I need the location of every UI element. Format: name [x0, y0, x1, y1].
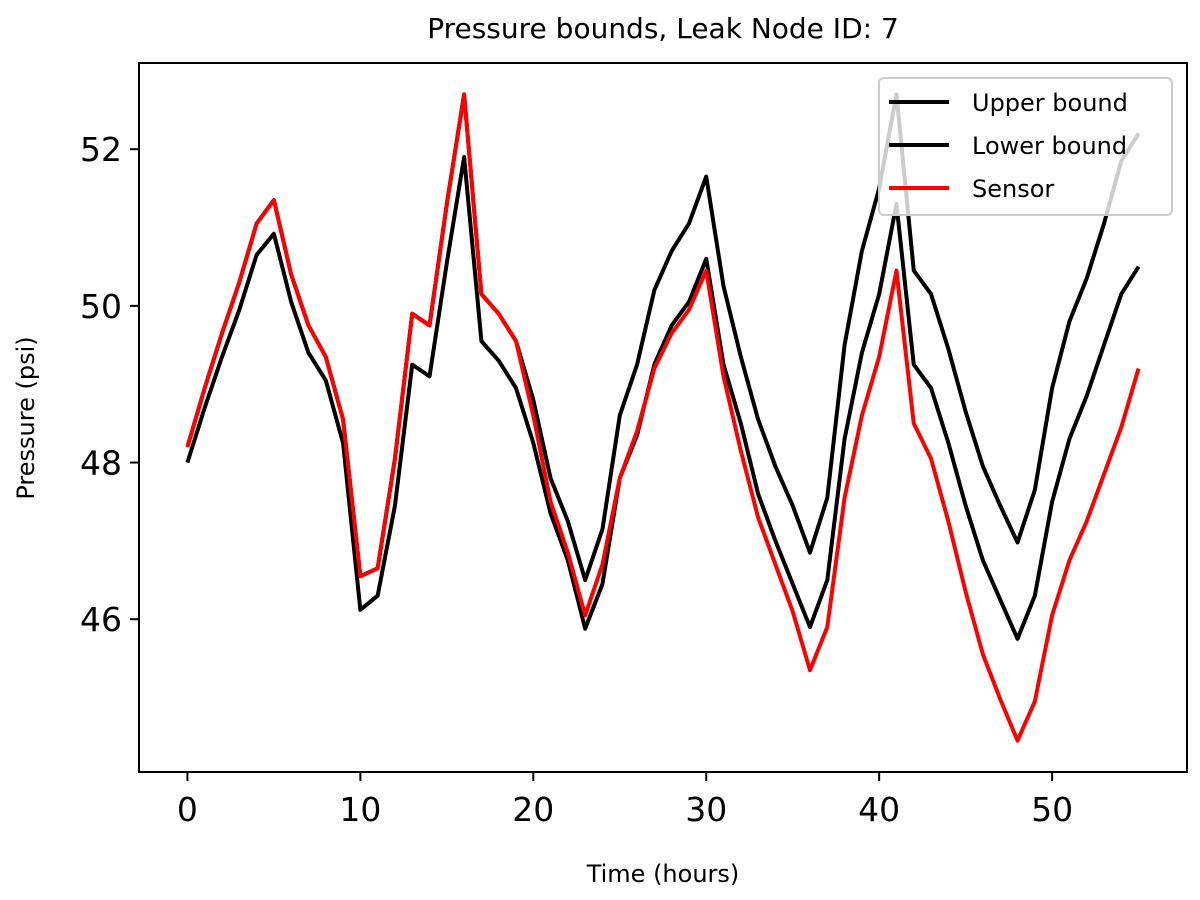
x-tick-label: 0	[177, 790, 198, 829]
x-tick-label: 40	[858, 790, 900, 829]
series-line-lower-bound	[185, 155, 1141, 641]
series-layer	[185, 92, 1141, 743]
y-tick-label: 46	[80, 600, 122, 639]
x-axis-label: Time (hours)	[586, 860, 740, 888]
legend-label: Lower bound	[972, 132, 1127, 160]
x-tick-label: 30	[685, 790, 727, 829]
legend: Upper bound Lower bound Sensor	[878, 77, 1173, 216]
y-axis-label: Pressure (psi)	[12, 336, 40, 499]
legend-label: Upper bound	[972, 89, 1128, 117]
plot-frame	[138, 62, 1188, 773]
legend-box	[878, 77, 1173, 216]
y-tick-label: 50	[80, 287, 122, 326]
x-tick-label: 10	[339, 790, 381, 829]
y-tick-label: 48	[80, 444, 122, 483]
legend-label: Sensor	[972, 175, 1054, 203]
y-axis: 46 48 50 52	[80, 130, 139, 639]
series-line-sensor	[185, 92, 1141, 743]
x-tick-label: 50	[1031, 790, 1073, 829]
chart-title: Pressure bounds, Leak Node ID: 7	[427, 12, 899, 45]
y-tick-label: 52	[80, 130, 122, 169]
x-axis: 0 10 20 30 40 50	[177, 772, 1073, 829]
x-tick-label: 20	[512, 790, 554, 829]
